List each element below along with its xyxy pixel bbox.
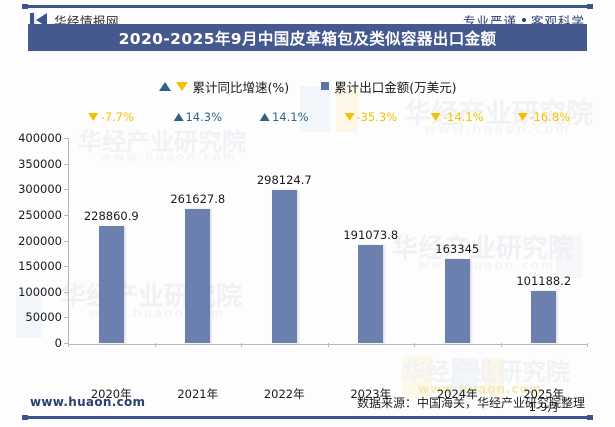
- page-title: 2020-2025年9月中国皮革箱包及类似容器出口金额: [118, 29, 497, 48]
- legend-item-amount[interactable]: 累计出口金额(万美元): [321, 77, 456, 96]
- bar-0[interactable]: [98, 225, 124, 343]
- square-icon: [321, 82, 330, 90]
- y-axis-tick-label: 350000: [18, 156, 62, 171]
- page-footer: www.huaon.com 数据来源：中国海关，华经产业研究院整理: [0, 391, 615, 413]
- bar-3[interactable]: [358, 245, 384, 343]
- bar-4[interactable]: [444, 259, 470, 343]
- growth-value: 14.1%: [271, 110, 309, 124]
- x-axis-tick-label: 2020年: [90, 387, 132, 401]
- y-axis-tick-label: 50000: [25, 310, 62, 325]
- y-axis-tick-mark: [64, 291, 68, 293]
- y-axis-tick-label: 300000: [18, 182, 62, 197]
- y-axis-tick-label: 250000: [18, 207, 62, 222]
- y-axis-tick-mark: [64, 214, 68, 216]
- plot-area: 0 50000 100000 150000 200000 250000 300000 3500…: [18, 110, 588, 414]
- bar-value-label: 261627.8: [170, 191, 226, 206]
- x-axis-tick-mark: [500, 343, 502, 347]
- growth-value: -35.3%: [356, 110, 398, 124]
- y-axis-tick-mark: [64, 163, 68, 165]
- legend-item-growth[interactable]: 累计同比增速(%): [158, 77, 290, 96]
- bar-value-label: 298124.7: [256, 173, 312, 188]
- legend-label-amount: 累计出口金额(万美元): [334, 79, 457, 95]
- y-axis-tick-mark: [64, 343, 68, 344]
- y-axis-tick-label: 100000: [18, 284, 62, 299]
- bar-value-label: 228860.9: [83, 208, 139, 223]
- triangle-down-icon: [344, 113, 355, 121]
- x-axis-tick-label: 2025年 1-9月: [523, 387, 565, 414]
- bar-2[interactable]: [271, 190, 297, 343]
- y-axis-tick-mark: [64, 138, 68, 139]
- growth-value: -7.7%: [100, 110, 134, 124]
- x-axis-tick-mark: [241, 343, 242, 347]
- y-axis-tick-mark: [64, 189, 68, 191]
- y-axis-tick-label: 400000: [18, 131, 62, 145]
- triangle-down-icon: [430, 113, 441, 121]
- bullet-dot-icon: [521, 18, 526, 22]
- growth-badge-2: 14.1%: [259, 110, 309, 124]
- y-axis-tick-label: 0: [54, 336, 62, 350]
- x-axis-tick-label: 2021年: [177, 387, 219, 401]
- growth-badge-0: -7.7%: [88, 110, 134, 124]
- bar-value-label: 191073.8: [343, 228, 399, 243]
- bar-value-label: 163345: [435, 242, 480, 257]
- bar-value-label: 101188.2: [516, 274, 572, 289]
- triangle-up-icon: [158, 81, 171, 91]
- growth-badge-1: 14.3%: [173, 110, 222, 124]
- x-axis-tick-label: 2023年: [350, 387, 392, 401]
- x-axis-tick-mark: [154, 343, 156, 347]
- footer-url[interactable]: www.huaon.com: [30, 395, 146, 409]
- triangle-up-icon: [173, 113, 184, 121]
- huajing-logo-icon: [30, 12, 47, 28]
- y-axis-tick-mark: [64, 240, 68, 242]
- x-axis-tick-mark: [587, 343, 588, 347]
- x-axis-tick-mark: [68, 343, 69, 347]
- growth-value: 14.3%: [185, 110, 223, 124]
- triangle-down-icon: [88, 113, 99, 121]
- y-axis-line: [68, 138, 69, 344]
- bar-1[interactable]: [185, 208, 211, 343]
- growth-badge-4: -14.1%: [430, 110, 484, 124]
- x-axis-tick-mark: [414, 343, 415, 347]
- x-axis-tick-label: 2022年: [263, 387, 305, 401]
- footer-source: 数据来源：中国海关，华经产业研究院整理: [356, 395, 585, 410]
- triangle-down-icon: [517, 113, 528, 121]
- x-axis-tick-label: 2024年: [436, 387, 478, 401]
- growth-badge-3: -35.3%: [344, 110, 397, 124]
- y-axis-tick-label: 200000: [18, 233, 62, 248]
- x-axis-tick-mark: [327, 343, 329, 347]
- triangle-down-icon: [175, 81, 188, 91]
- growth-value: -14.1%: [442, 110, 484, 124]
- bar-5[interactable]: [531, 291, 557, 343]
- chart-title-bar: 2020-2025年9月中国皮革箱包及类似容器出口金额: [28, 24, 587, 51]
- y-axis-tick-label: 150000: [18, 259, 62, 274]
- y-axis-tick-mark: [64, 317, 68, 319]
- top-divider: [22, 4, 593, 9]
- growth-badge-5: -16.8%: [517, 110, 570, 124]
- chart-legend: 累计同比增速(%) 累计出口金额(万美元): [0, 76, 615, 96]
- legend-label-growth: 累计同比增速(%): [192, 79, 290, 95]
- growth-value: -16.8%: [529, 110, 571, 124]
- y-axis-tick-mark: [64, 266, 68, 268]
- triangle-up-icon: [259, 113, 270, 121]
- chart-area: 0 50000 100000 150000 200000 250000 300000 3500…: [0, 100, 615, 414]
- bottom-divider: [22, 415, 593, 420]
